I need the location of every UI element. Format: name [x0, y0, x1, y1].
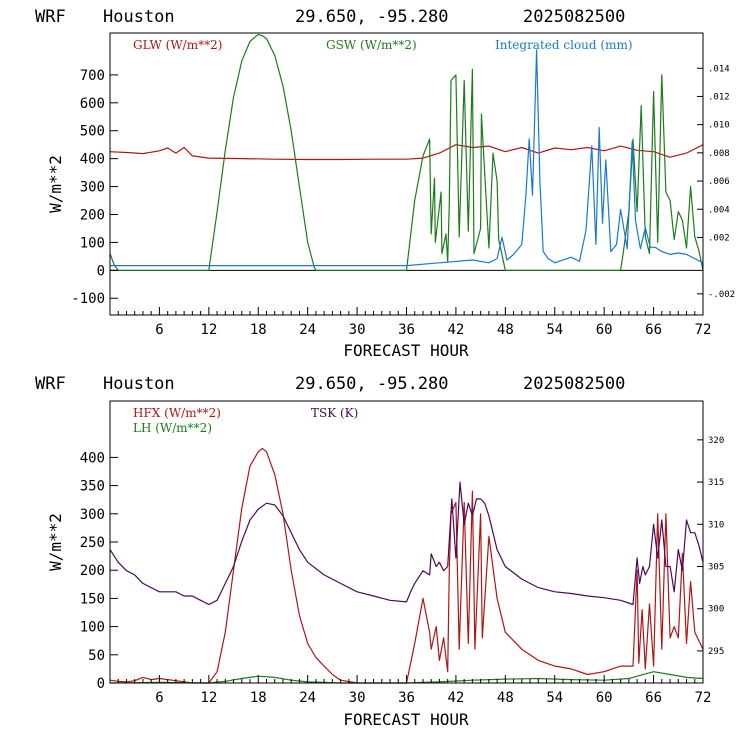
panel-1-y2-tick-label: -.002 [708, 290, 735, 300]
panel-2-y-tick-label: 250 [80, 535, 105, 551]
panel-1-y-tick-label: 700 [80, 68, 105, 84]
panel-2-model: WRF [35, 374, 66, 394]
panel-1-y-tick-label: 100 [80, 235, 105, 251]
panel-2-y2-tick-label: 315 [708, 478, 724, 488]
panel-1-y-tick-label: 600 [80, 96, 105, 112]
panel-1-series-glw-line [109, 144, 704, 161]
panel-2-x-tick-label: 30 [349, 690, 366, 706]
panel-2-legend-hfx: HFX (W/m**2) [133, 406, 221, 420]
panel-1-x-tick-label: 18 [250, 322, 267, 338]
panel-2-x-tick-label: 60 [596, 690, 613, 706]
panel-1-legend-glw: GLW (W/m**2) [133, 38, 222, 52]
panel-1-x-tick-label: 54 [546, 322, 563, 338]
panel-2-x-tick-label: 66 [645, 690, 662, 706]
panel-1-legend-gsw: GSW (W/m**2) [326, 38, 417, 52]
panel-1-x-tick-label: 66 [645, 322, 662, 338]
panel-1-x-tick-label: 6 [155, 322, 163, 338]
panel-1-y-axis-label: W/m**2 [46, 155, 65, 213]
panel-2-x-tick-label: 36 [398, 690, 415, 706]
panel-1-plot-frame [109, 32, 704, 316]
panel-2-init-time: 2025082500 [523, 374, 625, 394]
panel-2-x-tick-label: 48 [497, 690, 514, 706]
panel-2-y2-tick-label: 295 [708, 647, 724, 657]
panel-1-x-tick-label: 24 [299, 322, 316, 338]
panel-1-x-axis-label: FORECAST HOUR [343, 341, 469, 360]
panel-1-y-tick-label: 500 [80, 124, 105, 140]
panel-2-plot-frame [109, 400, 704, 684]
panel-2-y-tick-label: 150 [80, 591, 105, 607]
panel-1-location: Houston [103, 7, 175, 27]
panel-1-x-tick-label: 72 [695, 322, 712, 338]
panel-1-y-tick-label: -100 [71, 291, 105, 307]
panel-2-x-tick-label: 54 [546, 690, 563, 706]
panel-1-y2-tick-label: .008 [708, 149, 730, 159]
panel-2-plot-area: 6 12 18 24 30 36 42 48 54 60 66 72 0 50 100 150 200 250 30… [80, 400, 724, 706]
panel-2-series-tsk-line [109, 481, 704, 606]
panel-2-x-tick-label: 24 [299, 690, 316, 706]
panel-2-y-axis-label: W/m**2 [46, 513, 65, 571]
panel-2-y2-tick-label: 320 [708, 436, 724, 446]
panel-2-y-tick-label: 0 [97, 676, 105, 692]
panel-1-y-tick-label: 0 [97, 263, 105, 279]
panel-1-legend-cloud: Integrated cloud (mm) [495, 38, 633, 52]
panel-2-x-tick-label: 72 [695, 690, 712, 706]
panel-1-series-gsw-line [109, 33, 704, 271]
panel-1-y-tick-label: 300 [80, 180, 105, 196]
panel-1-model: WRF [35, 7, 66, 27]
panel-1-y2-tick-label: .014 [708, 64, 730, 74]
panel-2-legend-tsk: TSK (K) [311, 406, 358, 420]
panel-2-y-tick-label: 400 [80, 450, 105, 466]
panel-1-init-time: 2025082500 [523, 7, 625, 27]
panel-2-y-tick-label: 100 [80, 620, 105, 636]
panel-1-x-tick-label: 60 [596, 322, 613, 338]
panel-2-y-tick-label: 300 [80, 507, 105, 523]
panel-2-x-tick-label: 42 [447, 690, 464, 706]
panel-2-x-tick-label: 6 [155, 690, 163, 706]
panel-1-header: WRF Houston 29.650, -95.280 2025082500 [35, 7, 625, 27]
panel-2-x-tick-label: 12 [200, 690, 217, 706]
panel-1-x-tick-label: 36 [398, 322, 415, 338]
panel-1-y2-tick-label: .010 [708, 121, 730, 131]
panel-2-x-tick-label: 18 [250, 690, 267, 706]
panel-2-header: WRF Houston 29.650, -95.280 2025082500 [35, 374, 625, 394]
panel-2-y2-tick-label: 310 [708, 520, 724, 530]
panel-1-y2-tick-label: .012 [708, 92, 730, 102]
panel-1-y-tick-label: 200 [80, 207, 105, 223]
panel-2-location: Houston [103, 374, 175, 394]
panel-2-series-hfx-line [109, 447, 704, 684]
panel-2-y2-tick-label: 300 [708, 605, 724, 615]
panel-1-x-tick-label: 30 [349, 322, 366, 338]
panel-2-y-tick-label: 350 [80, 479, 105, 495]
panel-1-x-tick-label: 48 [497, 322, 514, 338]
panel-2-y-tick-label: 50 [88, 648, 105, 664]
panel-1-y2-tick-label: .004 [708, 205, 730, 215]
panel-1-y2-tick-label: .002 [708, 233, 730, 243]
panel-1-y-tick-label: 400 [80, 152, 105, 168]
panel-2-y2-tick-label: 305 [708, 562, 724, 572]
panel-2-coords: 29.650, -95.280 [295, 374, 449, 394]
panel-2-y-tick-label: 200 [80, 563, 105, 579]
panel-1-series-integrated-line [110, 49, 704, 267]
panel-2-x-axis-label: FORECAST HOUR [343, 710, 469, 729]
panel-2-legend-lh: LH (W/m**2) [133, 421, 212, 435]
panel-1-x-tick-label: 12 [200, 322, 217, 338]
panel-1-y2-tick-label: .006 [708, 177, 730, 187]
panel-1-x-tick-label: 42 [447, 322, 464, 338]
panel-1-coords: 29.650, -95.280 [295, 7, 449, 27]
panel-1-plot-area: 6 12 18 24 30 36 42 48 54 60 66 72 -100 0 100 200 300 400… [71, 32, 735, 338]
